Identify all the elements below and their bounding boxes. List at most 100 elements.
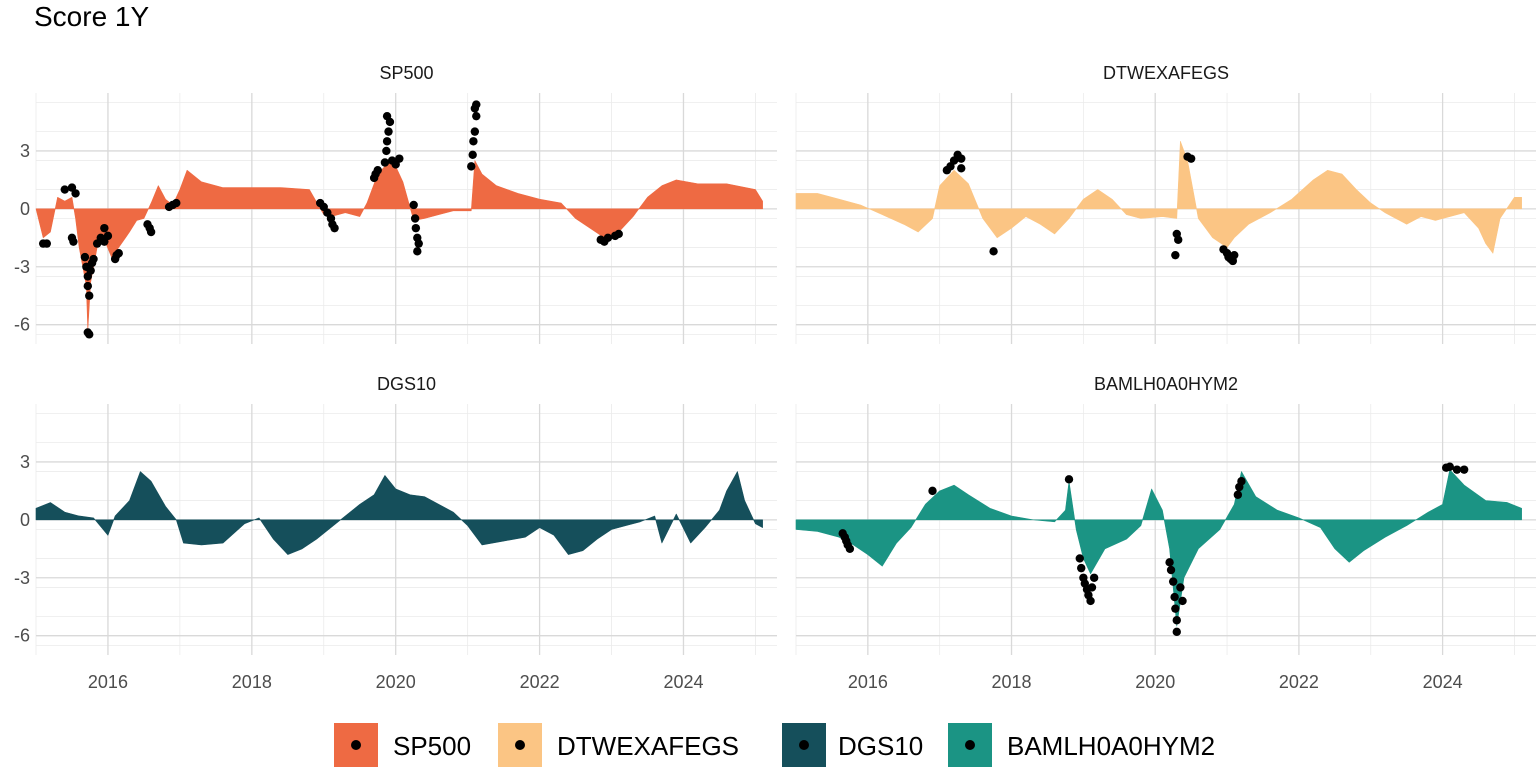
signal-point xyxy=(467,162,476,171)
x-tick-label: 2016 xyxy=(848,672,888,692)
signal-point xyxy=(1075,554,1084,563)
signal-point xyxy=(1166,565,1176,575)
legend-item-bamlh0a0hym2: BAMLH0A0HYM2 xyxy=(948,723,1215,767)
signal-point xyxy=(382,137,392,146)
signal-point xyxy=(472,111,481,121)
signal-point xyxy=(469,137,478,146)
signal-point xyxy=(1233,490,1243,499)
signal-point xyxy=(957,154,966,163)
gridlines xyxy=(35,404,777,655)
signal-point xyxy=(373,166,382,175)
signal-point xyxy=(1172,616,1181,625)
signal-point xyxy=(603,233,613,243)
y-tick-label: 3 xyxy=(20,452,30,472)
y-tick-label: -6 xyxy=(14,315,30,335)
y-tick-label: 3 xyxy=(20,141,30,161)
signal-point xyxy=(410,214,420,223)
signal-point xyxy=(69,237,78,246)
signal-point xyxy=(384,127,393,136)
signal-point xyxy=(1186,154,1196,163)
signal-point xyxy=(86,266,95,275)
signal-point xyxy=(1086,596,1095,606)
signal-point xyxy=(845,544,855,554)
signal-point xyxy=(382,111,392,121)
area-bamlh0a0hym2 xyxy=(795,469,1522,627)
signal-point xyxy=(146,227,156,237)
signal-point xyxy=(103,231,113,241)
x-tick-label: 2016 xyxy=(88,672,128,692)
signal-point xyxy=(1171,604,1180,613)
signal-point xyxy=(470,127,480,136)
signal-point xyxy=(1452,465,1462,474)
legend-label-dtwexafegs: DTWEXAFEGS xyxy=(557,731,739,761)
y-tick-label: 0 xyxy=(20,199,30,219)
signal-point xyxy=(330,223,339,233)
y-tick-label: -3 xyxy=(14,568,30,588)
points-dtwexafegs xyxy=(942,150,1239,266)
x-axis-ticks-left: 2016 2018 2020 2022 2024 xyxy=(88,672,704,692)
legend-item-sp500: SP500 xyxy=(334,723,471,767)
gridlines xyxy=(35,93,777,344)
facet-bamlh0a0hym2: BAMLH0A0HYM2 xyxy=(795,374,1536,655)
signal-point xyxy=(60,185,69,194)
x-axis-ticks-right: 2016 2018 2020 2022 2024 xyxy=(848,672,1463,692)
signal-point xyxy=(1165,558,1174,567)
signal-point xyxy=(614,229,623,239)
signal-point xyxy=(1445,462,1454,471)
x-tick-label: 2018 xyxy=(232,672,272,692)
x-tick-label: 2022 xyxy=(520,672,560,692)
signal-point xyxy=(1459,465,1469,474)
points-sp500 xyxy=(38,100,623,339)
signal-point xyxy=(414,239,423,248)
signal-point xyxy=(89,254,98,264)
signal-point xyxy=(989,247,998,256)
y-tick-label: -6 xyxy=(14,626,30,646)
facet-title-dgs10: DGS10 xyxy=(377,374,436,394)
legend: SP500 DTWEXAFEGS DGS10 BAMLH0A0HYM2 xyxy=(334,723,1215,767)
y-axis-ticks-bottom: -6 -3 0 3 xyxy=(14,452,30,646)
legend-point-dgs10 xyxy=(799,740,809,750)
signal-point xyxy=(411,223,421,233)
signal-point xyxy=(957,164,966,173)
legend-item-dgs10: DGS10 xyxy=(782,723,923,767)
signal-point xyxy=(85,291,94,300)
y-axis-ticks-top: -6 -3 0 3 xyxy=(14,141,30,335)
signal-point xyxy=(1178,596,1187,606)
x-tick-label: 2020 xyxy=(1135,672,1175,692)
signal-point xyxy=(114,249,123,258)
signal-point xyxy=(1237,477,1246,486)
signal-point xyxy=(85,330,94,339)
facet-dtwexafegs: DTWEXAFEGS xyxy=(795,63,1536,344)
signal-point xyxy=(1230,250,1239,260)
legend-label-dgs10: DGS10 xyxy=(838,731,923,761)
signal-point xyxy=(468,150,477,159)
signal-point xyxy=(1172,627,1181,637)
legend-label-sp500: SP500 xyxy=(393,731,471,761)
legend-point-sp500 xyxy=(351,740,361,750)
signal-point xyxy=(1077,563,1086,573)
signal-point xyxy=(1089,573,1099,582)
legend-label-bamlh0a0hym2: BAMLH0A0HYM2 xyxy=(1007,731,1215,761)
signal-point xyxy=(413,247,422,256)
signal-point xyxy=(42,239,51,248)
facet-title-sp500: SP500 xyxy=(379,63,433,83)
signal-point xyxy=(100,223,109,233)
x-tick-label: 2024 xyxy=(663,672,703,692)
area-dtwexafegs xyxy=(795,140,1522,254)
facet-sp500: SP500 xyxy=(35,63,777,344)
signal-point xyxy=(409,200,418,210)
legend-point-dtwexafegs xyxy=(515,740,525,750)
signal-point xyxy=(1174,235,1183,244)
signal-point xyxy=(1170,592,1179,602)
signal-point xyxy=(1168,577,1178,586)
x-tick-label: 2024 xyxy=(1423,672,1463,692)
facet-title-dtwexafegs: DTWEXAFEGS xyxy=(1103,63,1229,83)
legend-point-bamlh0a0hym2 xyxy=(965,740,975,750)
legend-item-dtwexafegs: DTWEXAFEGS xyxy=(498,723,739,767)
facet-panels: SP500 DTWEXAFEGS DGS10 BAMLH0A0HYM2 xyxy=(35,63,1536,655)
signal-point xyxy=(83,281,92,291)
signal-point xyxy=(1087,583,1097,592)
x-tick-label: 2018 xyxy=(992,672,1032,692)
facet-title-bamlh0a0hym2: BAMLH0A0HYM2 xyxy=(1094,374,1238,394)
